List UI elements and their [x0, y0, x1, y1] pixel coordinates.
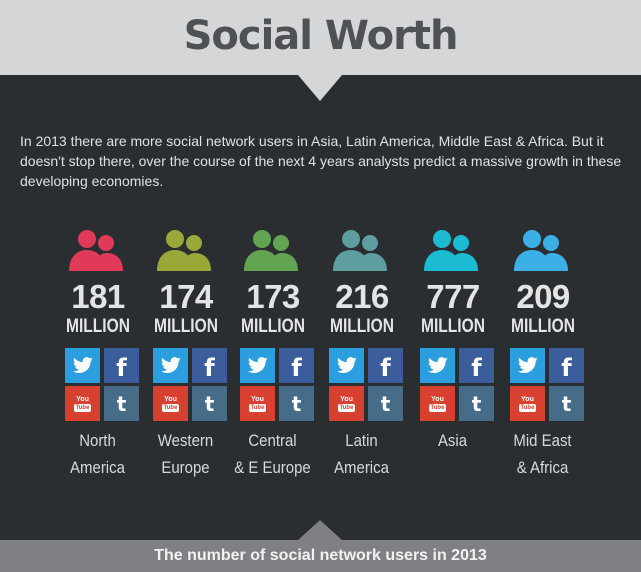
region-name-line1: Central [248, 431, 297, 450]
twitter-icon [65, 348, 100, 383]
footer-caption: The number of social network users in 20… [154, 547, 487, 564]
tumblr-icon: t [279, 386, 314, 421]
regions-grid: 181 MILLION f You Tube t North America 174 MILLIO… [0, 222, 641, 492]
twitter-icon [153, 348, 188, 383]
region-name-line2: America [70, 458, 125, 477]
user-count-value: 216 [335, 278, 389, 315]
footer-pointer [298, 520, 342, 540]
youtube-icon: You Tube [420, 386, 455, 421]
region-name: Western Europe [135, 427, 236, 481]
youtube-icon: You Tube [510, 386, 545, 421]
youtube-icon: You Tube [153, 386, 188, 421]
intro-paragraph: In 2013 there are more social network us… [20, 133, 622, 189]
region-name: Central & E Europe [222, 427, 323, 481]
region-name-line1: Mid East [513, 431, 572, 450]
tumblr-icon: t [368, 386, 403, 421]
facebook-icon: f [549, 348, 584, 383]
twitter-icon [420, 348, 455, 383]
footer-banner: The number of social network users in 20… [0, 540, 641, 572]
user-count-unit: MILLION [65, 316, 131, 337]
user-count-unit: MILLION [240, 316, 306, 337]
tumblr-icon: t [459, 386, 494, 421]
region-name: Mid East & Africa [492, 427, 593, 481]
youtube-icon: You Tube [65, 386, 100, 421]
twitter-icon [240, 348, 275, 383]
region-name-line1: North [79, 431, 116, 450]
users-icon [69, 230, 123, 271]
user-count-unit: MILLION [329, 316, 395, 337]
tumblr-icon: t [104, 386, 139, 421]
user-count-value: 173 [246, 278, 300, 315]
user-count-value: 209 [516, 278, 570, 315]
region-name-line1: Western [157, 431, 214, 450]
users-icon [157, 230, 211, 271]
region-name: North America [47, 427, 148, 481]
region-name-line2: & E Europe [234, 458, 311, 477]
facebook-icon: f [368, 348, 403, 383]
region-name: Latin America [311, 427, 412, 481]
region-name-line1: Latin [345, 431, 378, 450]
page-title: Social Worth [183, 12, 459, 59]
facebook-icon: f [459, 348, 494, 383]
region-name: Asia [402, 427, 503, 454]
youtube-icon: You Tube [329, 386, 364, 421]
users-icon [424, 230, 478, 271]
user-count-value: 777 [426, 278, 480, 315]
facebook-icon: f [104, 348, 139, 383]
twitter-icon [329, 348, 364, 383]
users-icon [333, 230, 387, 271]
region-name-line2: America [334, 458, 389, 477]
youtube-icon: You Tube [240, 386, 275, 421]
users-icon [244, 230, 298, 271]
facebook-icon: f [279, 348, 314, 383]
tumblr-icon: t [549, 386, 584, 421]
user-count-value: 174 [159, 278, 213, 315]
twitter-icon [510, 348, 545, 383]
region-name-line1: Asia [437, 431, 468, 450]
user-count-unit: MILLION [510, 316, 576, 337]
user-count-unit: MILLION [153, 316, 219, 337]
user-count-value: 181 [71, 278, 125, 315]
facebook-icon: f [192, 348, 227, 383]
tumblr-icon: t [192, 386, 227, 421]
header-banner: Social Worth [0, 0, 641, 75]
user-count-unit: MILLION [420, 316, 486, 337]
region-name-line2: & Africa [516, 458, 569, 477]
users-icon [514, 230, 568, 271]
region-name-line2: Europe [161, 458, 210, 477]
header-pointer [298, 75, 342, 101]
